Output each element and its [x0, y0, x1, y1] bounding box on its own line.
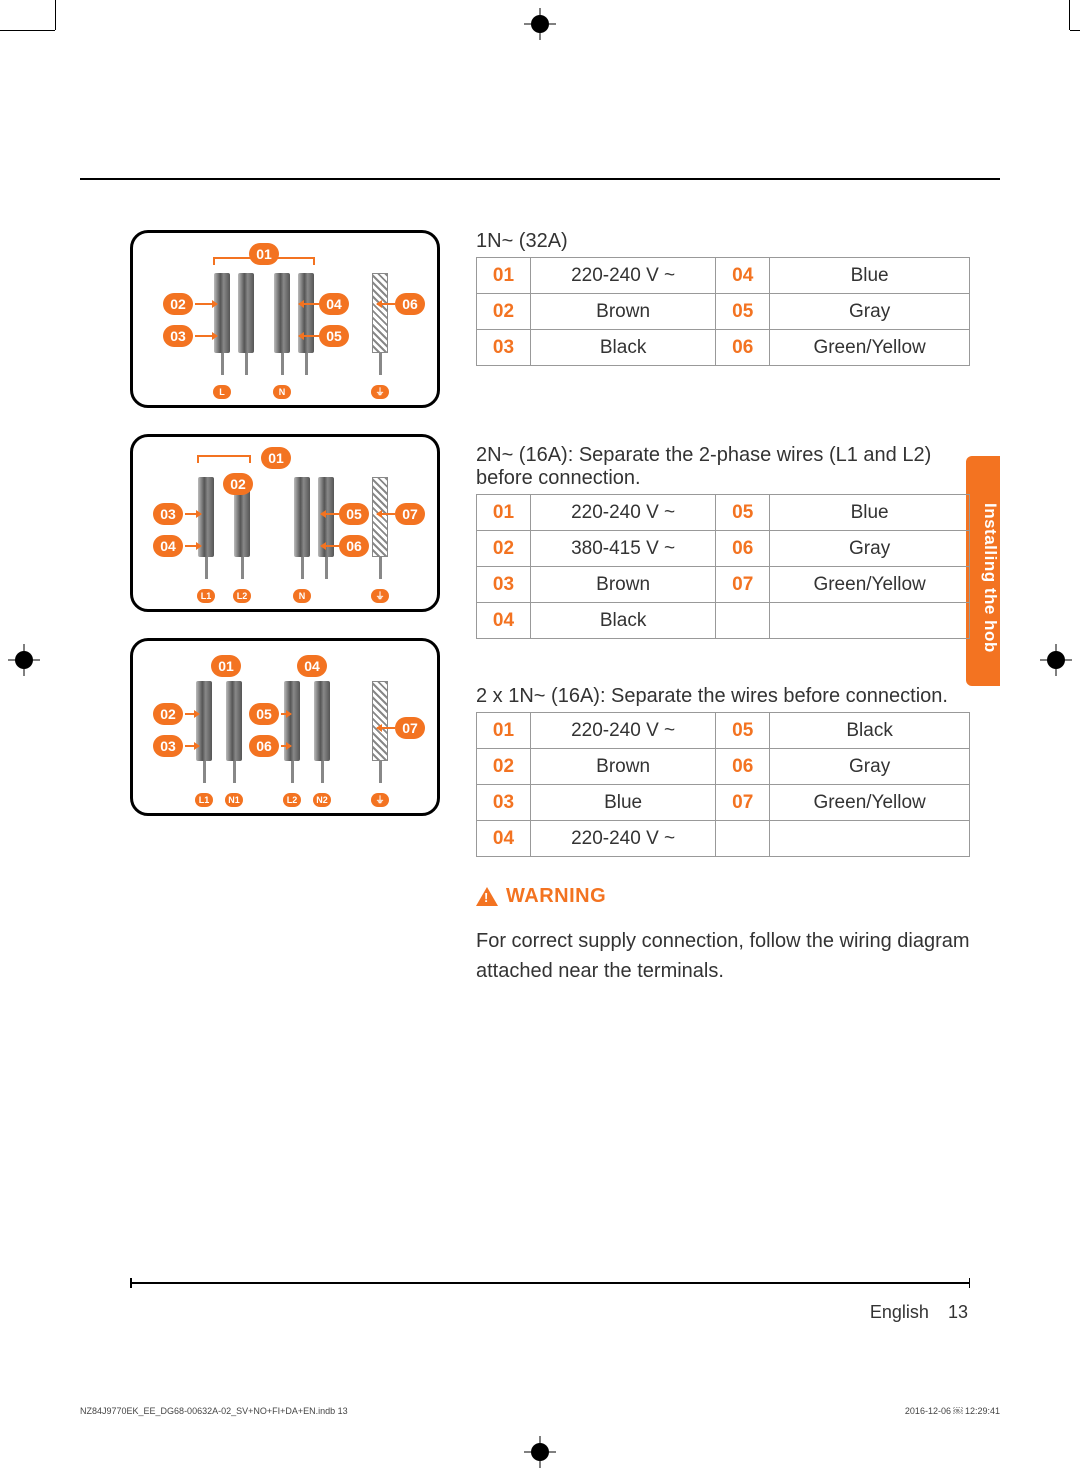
- diagram-badge: 03: [163, 325, 193, 347]
- table-row: 02380-415 V ~06Gray: [477, 531, 970, 567]
- table-row: 03Brown07Green/Yellow: [477, 567, 970, 603]
- table-row: 03Blue07Green/Yellow: [477, 785, 970, 821]
- terminal-label: N: [273, 385, 291, 399]
- wiring-table-3: 01220-240 V ~05Black 02Brown06Gray 03Blu…: [476, 712, 970, 857]
- crop-tr-v: [1069, 0, 1070, 30]
- diagram-badge: 03: [153, 503, 183, 525]
- terminal-label: L1: [197, 589, 215, 603]
- section-tab: Installing the hob: [966, 456, 1000, 686]
- section-2: 2N~ (16A): Separate the 2-phase wires (L…: [476, 444, 970, 639]
- terminal-label: L2: [233, 589, 251, 603]
- print-footer-right: 2016-12-06 ￼ 12:29:41: [905, 1406, 1000, 1416]
- warning-text: For correct supply connection, follow th…: [476, 926, 970, 986]
- table-row: 02Brown05Gray: [477, 294, 970, 330]
- table-row: 01220-240 V ~04Blue: [477, 258, 970, 294]
- reg-mark-left: [8, 644, 40, 676]
- print-footer-left: NZ84J9770EK_EE_DG68-00632A-02_SV+NO+FI+D…: [80, 1406, 348, 1416]
- footer-lang: English: [870, 1302, 929, 1322]
- footer-page-number: 13: [948, 1302, 968, 1322]
- table-row: 04220-240 V ~: [477, 821, 970, 857]
- terminal-label: L2: [283, 793, 301, 807]
- ground-icon: ⏚: [371, 589, 389, 603]
- diagram-badge: 07: [395, 717, 425, 739]
- section-heading: 2N~ (16A): Separate the 2-phase wires (L…: [476, 444, 970, 490]
- section-heading: 1N~ (32A): [476, 230, 970, 253]
- diagram-badge: 01: [261, 447, 291, 469]
- wiring-diagram-2: L1 L2 N ⏚ 01 02 03 04 05 06 07: [130, 434, 440, 612]
- crop-tl-h: [0, 30, 55, 31]
- diagram-badge: 04: [297, 655, 327, 677]
- table-row: 02Brown06Gray: [477, 749, 970, 785]
- diagram-badge: 05: [249, 703, 279, 725]
- wiring-table-2: 01220-240 V ~05Blue 02380-415 V ~06Gray …: [476, 494, 970, 639]
- terminal-label: L1: [195, 793, 213, 807]
- diagram-badge: 02: [223, 473, 253, 495]
- reg-mark-top: [524, 8, 556, 40]
- header-rule: [80, 178, 1000, 180]
- warning-heading: WARNING: [476, 885, 970, 908]
- diagram-badge: 05: [339, 503, 369, 525]
- diagram-badge: 04: [153, 535, 183, 557]
- wiring-diagram-1: L N ⏚ 01 02 03 04 05 06: [130, 230, 440, 408]
- crop-tr-h: [1070, 30, 1080, 31]
- tables-column: 1N~ (32A) 01220-240 V ~04Blue 02Brown05G…: [476, 230, 970, 986]
- diagram-badge: 03: [153, 735, 183, 757]
- diagram-badge: 02: [153, 703, 183, 725]
- crop-tl-v: [55, 0, 56, 30]
- diagram-badge: 04: [319, 293, 349, 315]
- warning-label: WARNING: [506, 885, 606, 908]
- section-1: 1N~ (32A) 01220-240 V ~04Blue 02Brown05G…: [476, 230, 970, 366]
- table-row: 04Black: [477, 603, 970, 639]
- terminal-label: N1: [225, 793, 243, 807]
- diagram-badge: 02: [163, 293, 193, 315]
- diagram-badge: 01: [211, 655, 241, 677]
- table-row: 01220-240 V ~05Blue: [477, 495, 970, 531]
- wiring-table-1: 01220-240 V ~04Blue 02Brown05Gray 03Blac…: [476, 257, 970, 366]
- terminal-label: L: [213, 385, 231, 399]
- ground-icon: ⏚: [371, 385, 389, 399]
- reg-mark-bottom: [524, 1436, 556, 1468]
- diagram-badge: 06: [395, 293, 425, 315]
- content-area: L N ⏚ 01 02 03 04 05 06 L1 L2 N ⏚ 01: [130, 230, 970, 986]
- section-heading: 2 x 1N~ (16A): Separate the wires before…: [476, 685, 970, 708]
- page-footer: English 13: [870, 1302, 968, 1323]
- diagram-badge: 07: [395, 503, 425, 525]
- diagram-badge: 05: [319, 325, 349, 347]
- table-row: 03Black06Green/Yellow: [477, 330, 970, 366]
- wiring-diagram-3: L1 N1 L2 N2 ⏚ 01 04 02 03 05 06 07: [130, 638, 440, 816]
- table-row: 01220-240 V ~05Black: [477, 713, 970, 749]
- diagrams-column: L N ⏚ 01 02 03 04 05 06 L1 L2 N ⏚ 01: [130, 230, 440, 986]
- section-3: 2 x 1N~ (16A): Separate the wires before…: [476, 685, 970, 857]
- warning-icon: [476, 887, 498, 906]
- diagram-badge: 06: [249, 735, 279, 757]
- terminal-label: N: [293, 589, 311, 603]
- terminal-label: N2: [313, 793, 331, 807]
- diagram-badge: 01: [249, 243, 279, 265]
- ground-icon: ⏚: [371, 793, 389, 807]
- footer-rule: [130, 1282, 970, 1284]
- diagram-badge: 06: [339, 535, 369, 557]
- reg-mark-right: [1040, 644, 1072, 676]
